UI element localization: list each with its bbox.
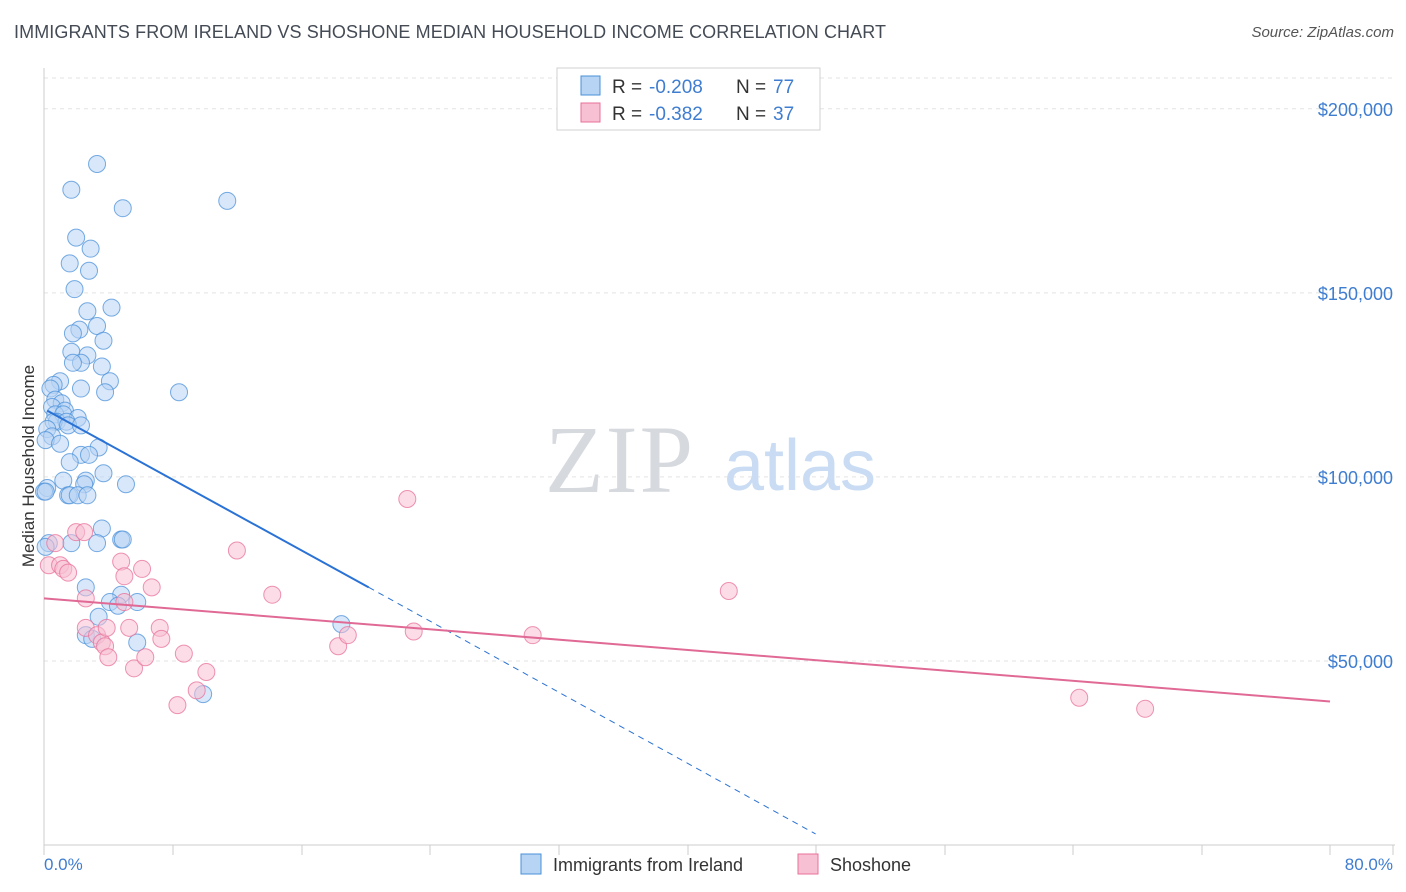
stats-r-value-ireland: -0.208 xyxy=(649,77,703,98)
point-ireland xyxy=(60,254,79,273)
point-shoshone xyxy=(112,552,131,571)
trend-lines xyxy=(43,409,1331,835)
x-tick-label-max: 80.0% xyxy=(1345,855,1393,874)
point-ireland xyxy=(36,482,55,501)
point-shoshone xyxy=(142,578,161,597)
point-ireland xyxy=(92,357,111,376)
point-ireland xyxy=(88,155,107,174)
point-shoshone xyxy=(338,626,357,645)
stats-swatch-ireland xyxy=(580,75,601,96)
data-points xyxy=(35,155,1155,718)
watermark-atlas: atlas xyxy=(724,426,876,506)
point-shoshone xyxy=(97,618,116,637)
point-ireland xyxy=(71,379,90,398)
point-ireland xyxy=(113,199,132,218)
point-ireland xyxy=(96,383,115,402)
point-shoshone xyxy=(76,589,95,608)
stats-r-value-shoshone: -0.382 xyxy=(649,104,703,125)
trend-line-shoshone xyxy=(43,597,1331,703)
point-ireland xyxy=(81,239,100,258)
point-shoshone xyxy=(227,541,246,560)
source-label: Source: ZipAtlas.com xyxy=(1251,24,1394,41)
point-ireland xyxy=(63,353,82,372)
point-ireland xyxy=(88,534,107,553)
stats-r-label-ireland: R = xyxy=(612,77,642,98)
point-shoshone xyxy=(115,593,134,612)
point-ireland xyxy=(170,383,189,402)
stats-n-label-ireland: N = xyxy=(736,77,766,98)
point-ireland xyxy=(116,475,135,494)
chart-title: IMMIGRANTS FROM IRELAND VS SHOSHONE MEDI… xyxy=(14,22,887,42)
y-tick-label: $200,000 xyxy=(1318,100,1393,120)
stats-swatch-shoshone xyxy=(580,102,601,123)
watermark-zip: ZIP xyxy=(545,406,695,513)
trend-line-ireland xyxy=(46,409,370,589)
x-tick-label-min: 0.0% xyxy=(44,855,83,874)
point-ireland xyxy=(94,331,113,350)
legend-swatch-ireland xyxy=(520,853,542,875)
point-ireland xyxy=(78,486,97,505)
point-ireland xyxy=(94,464,113,483)
point-shoshone xyxy=(404,622,423,641)
y-tick-labels: $50,000 $100,000 $150,000 $200,000 xyxy=(1318,100,1393,672)
legend-swatch-shoshone xyxy=(797,853,819,875)
point-ireland xyxy=(65,280,84,299)
y-tick-label: $100,000 xyxy=(1318,468,1393,488)
point-ireland xyxy=(67,228,86,247)
point-ireland xyxy=(51,434,70,453)
point-shoshone xyxy=(1136,699,1155,718)
y-tick-label: $50,000 xyxy=(1328,652,1393,672)
axes xyxy=(43,68,1395,855)
point-shoshone xyxy=(168,696,187,715)
point-shoshone xyxy=(523,626,542,645)
point-ireland xyxy=(60,453,79,472)
point-ireland xyxy=(80,261,99,280)
legend-label-ireland: Immigrants from Ireland xyxy=(553,855,743,875)
point-shoshone xyxy=(75,523,94,542)
series-legend: Immigrants from Ireland Shoshone xyxy=(520,853,911,875)
point-shoshone xyxy=(59,563,78,582)
point-shoshone xyxy=(133,559,152,578)
point-shoshone xyxy=(99,648,118,667)
y-tick-label: $150,000 xyxy=(1318,284,1393,304)
point-ireland xyxy=(63,324,82,343)
point-shoshone xyxy=(46,534,65,553)
trend-line-ireland-extension xyxy=(368,586,816,835)
point-shoshone xyxy=(398,489,417,508)
point-shoshone xyxy=(197,662,216,681)
point-shoshone xyxy=(152,629,171,648)
point-ireland xyxy=(80,445,99,464)
point-shoshone xyxy=(187,681,206,700)
point-shoshone xyxy=(115,567,134,586)
point-shoshone xyxy=(136,648,155,667)
point-shoshone xyxy=(125,659,144,678)
point-shoshone xyxy=(263,585,282,604)
point-ireland xyxy=(62,180,81,199)
point-shoshone xyxy=(174,644,193,663)
point-shoshone xyxy=(719,582,738,601)
stats-n-value-shoshone: 37 xyxy=(773,104,794,125)
stats-n-label-shoshone: N = xyxy=(736,104,766,125)
point-shoshone xyxy=(1070,688,1089,707)
point-ireland xyxy=(78,302,97,321)
point-shoshone xyxy=(120,618,139,637)
point-ireland xyxy=(128,633,147,652)
stats-n-value-ireland: 77 xyxy=(773,77,794,98)
point-ireland xyxy=(102,298,121,317)
point-ireland xyxy=(113,530,132,549)
stats-legend: R = -0.208 N = 77 R = -0.382 N = 37 xyxy=(556,67,821,131)
point-ireland xyxy=(218,191,237,210)
legend-label-shoshone: Shoshone xyxy=(830,855,911,875)
stats-r-label-shoshone: R = xyxy=(612,104,642,125)
grid-lines xyxy=(44,77,1395,662)
y-axis-title: Median Household Income xyxy=(19,365,38,567)
